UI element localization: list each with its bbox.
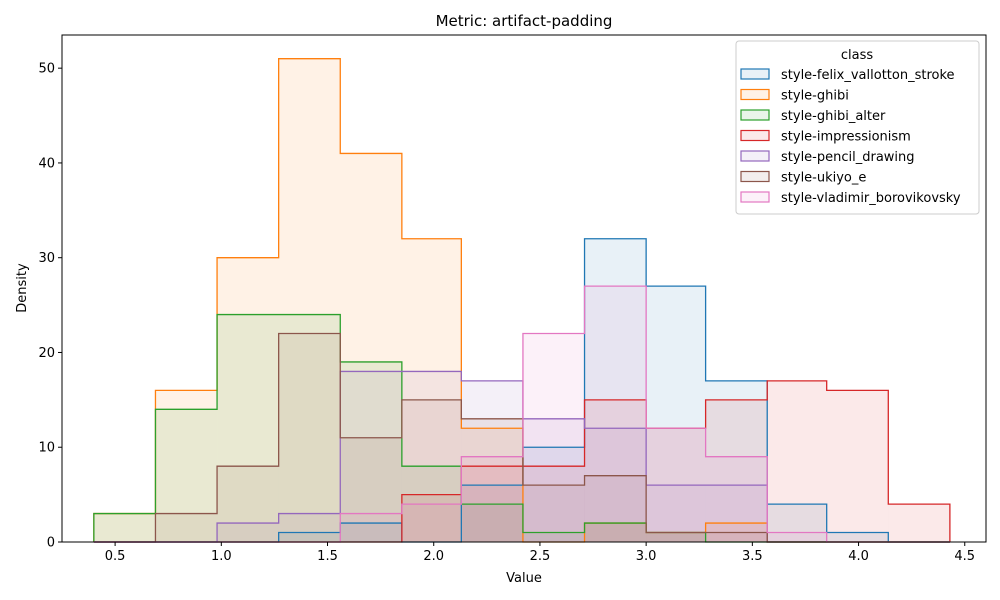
histogram-bar-3-8 <box>584 399 647 542</box>
histogram-bar-1-8 <box>584 523 647 542</box>
histogram-bar-6-4 <box>340 513 402 542</box>
histogram-bar-5-8 <box>584 475 647 542</box>
x-tick-label: 4.5 <box>954 549 975 564</box>
histogram-bar-1-3 <box>278 58 341 542</box>
histogram-bar-4-7 <box>522 418 585 542</box>
histogram-bar-0-8 <box>584 238 647 542</box>
chart-title: Metric: artifact-padding <box>436 12 613 30</box>
histogram-bar-2-4 <box>340 361 402 542</box>
legend-label: style-pencil_drawing <box>781 150 915 165</box>
histogram-bar-3-10 <box>705 399 768 542</box>
histogram-bar-5-9 <box>646 532 706 542</box>
y-tick-label: 0 <box>47 536 55 551</box>
x-tick-label: 3.0 <box>636 549 657 564</box>
histogram-bar-2-7 <box>522 532 585 542</box>
legend-box <box>735 40 980 215</box>
histogram-bar-0-7 <box>522 447 585 542</box>
x-tick-label: 2.5 <box>530 549 551 564</box>
histogram-bar-2-8 <box>584 523 647 542</box>
histogram-bar-6-11 <box>767 532 827 542</box>
y-tick-label: 40 <box>38 156 55 171</box>
histogram-bar-1-4 <box>340 153 402 542</box>
histogram-bar-3-5 <box>401 494 462 542</box>
x-tick-label: 2.0 <box>423 549 444 564</box>
histogram-bar-1-2 <box>217 257 279 542</box>
legend-swatch <box>740 170 770 183</box>
legend-swatch <box>740 109 770 121</box>
histogram-bar-4-3 <box>278 513 341 542</box>
legend-entries: style-felix_vallotton_stroke style-ghibi s… <box>740 68 961 206</box>
histogram-bar-0-3 <box>278 532 341 542</box>
x-axis-ticks: 0.5 1.0 1.5 2.0 2.5 3.0 3.5 4.0 4.5 <box>105 542 975 564</box>
histogram-bar-2-0 <box>93 513 156 542</box>
histogram-bar-2-6 <box>461 504 523 542</box>
legend-label: style-ghibi_alter <box>781 109 886 124</box>
legend-label: style-felix_vallotton_stroke <box>781 68 955 83</box>
histogram-bar-2-9 <box>646 532 706 542</box>
histogram-bar-5-4 <box>340 437 402 542</box>
histogram-bar-2-3 <box>278 314 341 542</box>
legend-swatch <box>740 191 770 203</box>
histogram-bar-6-5 <box>401 504 462 542</box>
y-tick-label: 10 <box>38 441 55 456</box>
x-tick-label: 1.5 <box>317 549 338 564</box>
histogram-bar-5-6 <box>461 418 523 542</box>
legend-title: class <box>841 48 873 63</box>
histogram-bar-5-5 <box>401 399 462 542</box>
histogram-bar-1-5 <box>401 238 462 542</box>
histogram-bar-4-2 <box>217 523 279 542</box>
histogram-bar-0-12 <box>826 532 889 542</box>
histogram-bar-0-10 <box>705 380 768 542</box>
x-tick-label: 3.5 <box>742 549 763 564</box>
y-tick-label: 20 <box>38 346 55 361</box>
histogram-bar-5-2 <box>217 466 279 542</box>
histogram-bar-5-10 <box>705 532 768 542</box>
y-axis-ticks: 0 10 20 30 40 50 <box>38 62 62 551</box>
histogram-bar-6-10 <box>705 456 768 542</box>
histogram-bar-2-1 <box>155 409 218 542</box>
histogram-bar-1-1 <box>155 390 218 542</box>
histogram-bar-0-9 <box>646 286 706 542</box>
histogram-bar-6-6 <box>461 456 523 542</box>
plot-frame <box>61 34 987 543</box>
legend: class style-felix_vallotton_strokestyle-… <box>735 40 980 215</box>
y-tick-label: 50 <box>38 62 55 77</box>
histogram-bar-0-4 <box>340 523 402 542</box>
legend-label: style-ukiyo_e <box>781 171 866 186</box>
x-tick-label: 1.0 <box>211 549 232 564</box>
histogram-bar-1-0 <box>93 513 156 542</box>
histogram-bar-5-3 <box>278 333 341 542</box>
legend-label: style-ghibi <box>781 89 849 104</box>
histogram-bar-0-11 <box>767 504 827 542</box>
legend-swatch <box>740 150 770 162</box>
histogram-bar-1-9 <box>646 532 706 542</box>
legend-swatch <box>740 129 770 142</box>
histogram-bar-3-12 <box>826 390 889 542</box>
histogram-bar-5-1 <box>155 513 218 542</box>
x-tick-label: 4.0 <box>848 549 869 564</box>
histogram-bar-2-2 <box>217 314 279 542</box>
legend-label: style-impressionism <box>781 130 911 145</box>
legend-label: style-vladimir_borovikovsky <box>781 191 961 206</box>
series-outline-0 <box>93 238 950 543</box>
histogram-bar-3-11 <box>767 380 827 542</box>
legend-swatch <box>740 68 770 80</box>
histogram-bar-4-6 <box>461 380 523 542</box>
histogram-bar-0-6 <box>461 485 523 542</box>
histogram-bar-3-7 <box>522 466 585 542</box>
x-tick-label: 0.5 <box>105 549 126 564</box>
histogram-bar-6-7 <box>522 333 585 542</box>
histogram-bar-6-8 <box>584 286 647 542</box>
histogram-bar-3-13 <box>888 504 950 542</box>
legend-swatch <box>740 88 770 101</box>
x-axis-label: Value <box>506 571 542 586</box>
y-tick-label: 30 <box>38 251 55 266</box>
y-axis-label: Density <box>15 263 30 313</box>
